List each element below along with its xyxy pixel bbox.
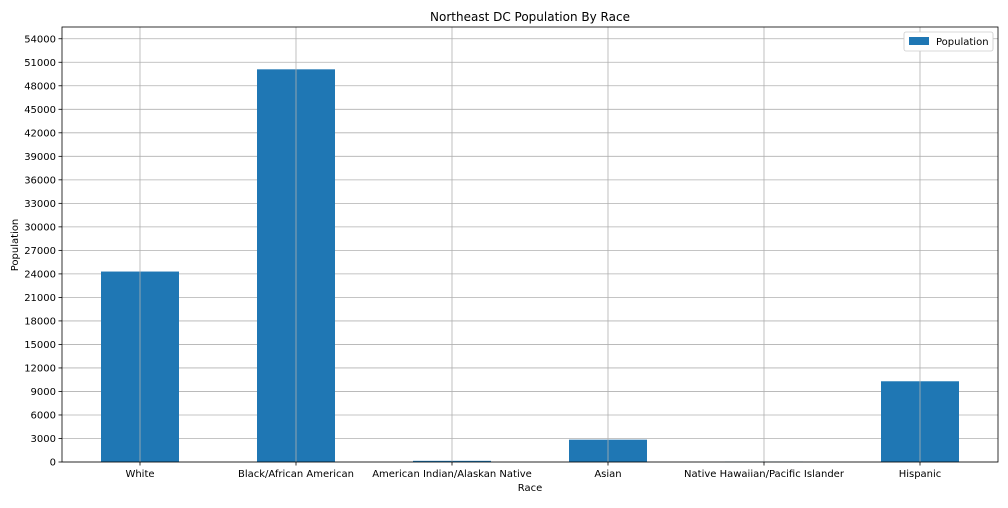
y-tick-label: 3000 xyxy=(31,434,56,445)
chart-title: Northeast DC Population By Race xyxy=(430,10,630,24)
y-tick-label: 15000 xyxy=(24,340,56,351)
y-tick-label: 0 xyxy=(50,458,56,469)
y-tick-label: 21000 xyxy=(24,293,56,304)
y-tick-label: 36000 xyxy=(24,175,56,186)
y-tick-label: 9000 xyxy=(31,387,56,398)
y-tick-label: 54000 xyxy=(24,34,56,45)
x-tick-label: Native Hawaiian/Pacific Islander xyxy=(684,469,845,480)
y-tick-label: 39000 xyxy=(24,152,56,163)
y-tick-label: 30000 xyxy=(24,222,56,233)
y-tick-label: 48000 xyxy=(24,81,56,92)
y-tick-label: 51000 xyxy=(24,58,56,69)
y-tick-label: 42000 xyxy=(24,128,56,139)
y-tick-label: 45000 xyxy=(24,105,56,116)
y-axis-label: Population xyxy=(10,219,21,272)
x-tick-label: White xyxy=(125,469,154,480)
legend-swatch xyxy=(909,37,929,45)
legend: Population xyxy=(904,32,993,51)
y-tick-label: 33000 xyxy=(24,199,56,210)
x-axis-label: Race xyxy=(518,483,543,494)
y-tick-label: 27000 xyxy=(24,246,56,257)
y-tick-label: 6000 xyxy=(31,410,56,421)
x-tick-label: Hispanic xyxy=(899,469,942,480)
x-tick-label: Asian xyxy=(594,469,621,480)
y-tick-label: 18000 xyxy=(24,316,56,327)
legend-label: Population xyxy=(936,37,989,48)
y-tick-label: 12000 xyxy=(24,363,56,374)
y-tick-label: 24000 xyxy=(24,269,56,280)
x-tick-label: American Indian/Alaskan Native xyxy=(372,469,532,480)
x-tick-label: Black/African American xyxy=(238,469,354,480)
